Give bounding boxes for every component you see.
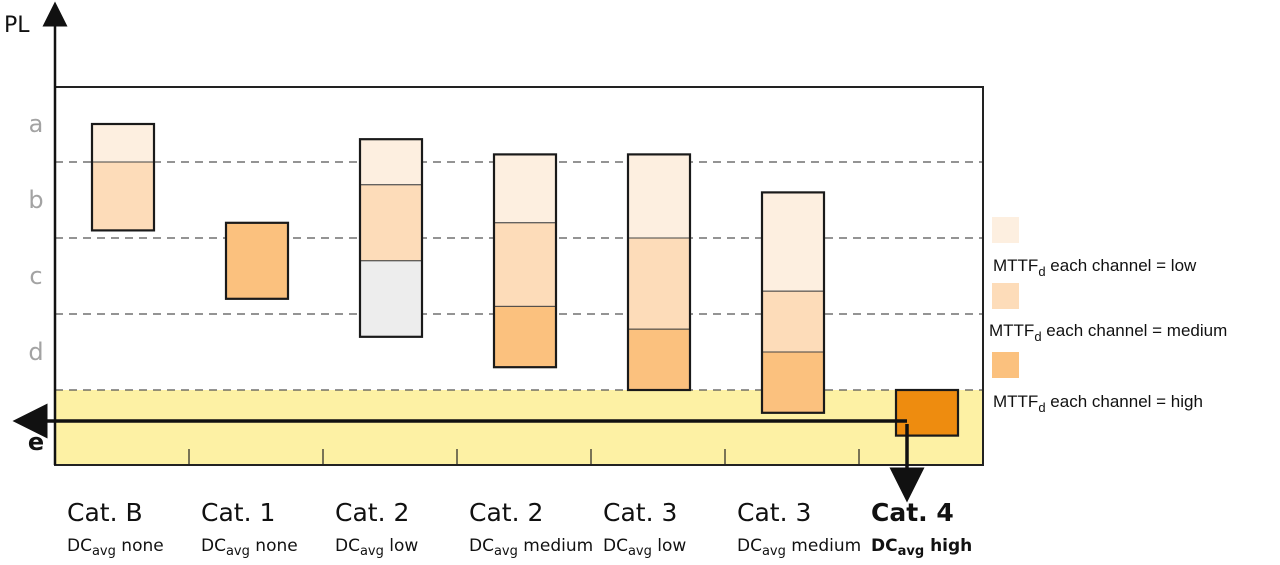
bar-segment-medium xyxy=(359,184,423,262)
category-label-5: Cat. 3 DCavg low xyxy=(603,498,686,559)
dc-avg-label: DCavg low xyxy=(335,536,418,559)
category-name: Cat. 2 xyxy=(469,498,543,527)
category-bar-6 xyxy=(760,191,826,414)
bar-segment-high xyxy=(225,222,289,300)
bar-outline xyxy=(760,191,826,414)
dc-avg-label: DCavg medium xyxy=(737,536,861,559)
bar-outline xyxy=(626,153,692,392)
bar-segment-low xyxy=(627,153,691,239)
dc-avg-label: DCavg none xyxy=(201,536,298,559)
category-bar-5 xyxy=(626,153,692,392)
legend-swatch xyxy=(992,283,1019,309)
bar-segment-low xyxy=(359,138,423,186)
bar-segment-low xyxy=(91,123,155,163)
pl-level-label-c: c xyxy=(29,262,42,290)
bar-segment-none xyxy=(359,260,423,338)
bar-segment-high xyxy=(627,328,691,391)
dc-avg-label: DCavg high xyxy=(871,536,972,559)
legend-item-high: MTTFd each channel = high xyxy=(992,352,1203,415)
category-label-2: Cat. 1 DCavg none xyxy=(201,498,298,559)
bar-outline xyxy=(90,122,156,232)
bar-segment-low xyxy=(761,191,825,292)
category-label-4: Cat. 2 DCavg medium xyxy=(469,498,593,559)
bar-segment-medium xyxy=(761,290,825,353)
result-arrow xyxy=(12,403,925,503)
y-axis-title: PL xyxy=(4,13,30,38)
legend-swatch xyxy=(992,217,1019,243)
bar-outline xyxy=(224,221,290,300)
category-label-1: Cat. B DCavg none xyxy=(67,498,164,559)
dc-avg-label: DCavg medium xyxy=(469,536,593,559)
bar-outline xyxy=(492,153,558,369)
category-bar-4 xyxy=(492,153,558,369)
pl-level-label-b: b xyxy=(28,186,43,214)
legend-label: MTTFd each channel = high xyxy=(993,392,1203,415)
category-name: Cat. 3 xyxy=(737,498,811,527)
category-label-7: Cat. 4 DCavg high xyxy=(871,498,972,559)
bar-outline xyxy=(894,388,960,437)
pl-level-label-d: d xyxy=(28,338,43,366)
dc-avg-label: DCavg none xyxy=(67,536,164,559)
category-bar-2 xyxy=(224,221,290,300)
bar-segment-medium xyxy=(493,222,557,307)
bar-segment-low xyxy=(493,153,557,224)
category-name: Cat. 1 xyxy=(201,498,275,527)
category-name: Cat. B xyxy=(67,498,143,527)
category-label-6: Cat. 3 DCavg medium xyxy=(737,498,861,559)
category-name: Cat. 2 xyxy=(335,498,409,527)
legend-swatch xyxy=(992,352,1019,378)
category-label-3: Cat. 2 DCavg low xyxy=(335,498,418,559)
bar-segment-high xyxy=(493,305,557,368)
category-bar-3 xyxy=(358,138,424,338)
dc-avg-label: DCavg low xyxy=(603,536,686,559)
bar-segment-medium xyxy=(627,237,691,330)
category-bar-1 xyxy=(90,122,156,232)
pl-level-label-e: e xyxy=(28,428,44,456)
category-name: Cat. 3 xyxy=(603,498,677,527)
pl-level-label-a: a xyxy=(29,110,44,138)
bar-segment-high xyxy=(761,351,825,414)
legend-item-medium: MTTFd each channel = medium xyxy=(989,283,1227,344)
legend-item-low: MTTFd each channel = low xyxy=(992,217,1197,279)
pl-e-zone xyxy=(55,390,983,465)
bar-outline xyxy=(358,138,424,338)
category-name: Cat. 4 xyxy=(871,498,954,527)
legend-label: MTTFd each channel = medium xyxy=(989,321,1227,344)
bar-segment-medium xyxy=(91,161,155,231)
legend-label: MTTFd each channel = low xyxy=(993,256,1197,279)
